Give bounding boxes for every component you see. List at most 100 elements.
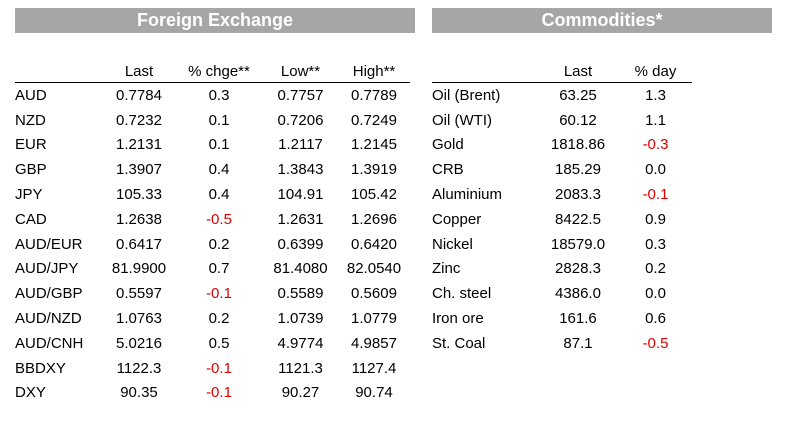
- fx-high-cell: 0.6420: [351, 235, 397, 253]
- fx-last-cell: 105.33: [116, 186, 162, 204]
- commodities-last-cell: 2828.3: [555, 260, 601, 278]
- commodities-chg-cell: 0.9: [645, 210, 666, 228]
- fx-last-cell: 0.5597: [116, 285, 162, 303]
- commodities-name-cell: Zinc: [432, 260, 461, 278]
- table-row: Ch. steel 4386.0 0.0: [432, 281, 692, 306]
- fx-low-cell: 1.2631: [277, 210, 324, 228]
- fx-low-cell: 1.3843: [277, 161, 324, 179]
- fx-chg-cell: 0.4: [208, 186, 230, 204]
- fx-name-cell: BBDXY: [15, 359, 66, 377]
- table-row: BBDXY 1122.3 -0.1 1121.3 1127.4: [15, 356, 410, 381]
- table-row: Oil (WTI) 60.12 1.1: [432, 108, 692, 133]
- fx-name-cell: JPY: [15, 186, 43, 204]
- commodities-chg-cell: -0.3: [642, 136, 669, 154]
- fx-high-cell: 4.9857: [351, 334, 397, 352]
- table-row: Zinc 2828.3 0.2: [432, 257, 692, 282]
- fx-chg-cell: 0.2: [208, 310, 230, 328]
- commodities-name-cell: Oil (WTI): [432, 111, 492, 129]
- fx-last-cell: 1.2131: [116, 136, 162, 154]
- table-row: JPY 105.33 0.4 104.91 105.42: [15, 182, 410, 207]
- commodities-name-cell: Ch. steel: [432, 285, 492, 303]
- commodities-last-cell: 18579.0: [550, 235, 606, 253]
- table-row: EUR 1.2131 0.1 1.2117 1.2145: [15, 133, 410, 158]
- table-row: St. Coal 87.1 -0.5: [432, 331, 692, 356]
- fx-high-cell: 1.0779: [351, 310, 397, 328]
- fx-low-cell: 0.5589: [277, 285, 324, 303]
- fx-name-cell: AUD/JPY: [15, 260, 79, 278]
- fx-high-cell: 0.7789: [351, 86, 397, 104]
- fx-last-cell: 1.3907: [116, 161, 162, 179]
- fx-high-cell: 0.7249: [351, 111, 397, 129]
- commodities-chg-cell: 0.2: [645, 260, 666, 278]
- commodities-chg-cell: 0.3: [645, 235, 666, 253]
- commodities-name-cell: Gold: [432, 136, 464, 154]
- commodities-chg-cell: 1.1: [645, 111, 666, 129]
- commodities-last-cell: 63.25: [559, 86, 597, 104]
- commodities-chg-cell: 0.0: [645, 161, 666, 179]
- table-row: Gold 1818.86 -0.3: [432, 133, 692, 158]
- fx-name-cell: AUD/GBP: [15, 285, 83, 303]
- fx-chg-cell: -0.1: [206, 285, 232, 303]
- fx-low-cell: 4.9774: [277, 334, 324, 352]
- fx-chg-cell: 0.2: [208, 235, 230, 253]
- table-row: AUD 0.7784 0.3 0.7757 0.7789: [15, 83, 410, 108]
- commodities-panel-title: Commodities*: [432, 8, 772, 33]
- fx-header-chg: % chge**: [175, 58, 263, 83]
- table-row: CAD 1.2638 -0.5 1.2631 1.2696: [15, 207, 410, 232]
- fx-last-cell: 0.7232: [116, 111, 162, 129]
- commodities-chg-cell: 0.0: [645, 285, 666, 303]
- fx-low-cell: 0.7757: [277, 86, 324, 104]
- commodities-last-cell: 161.6: [559, 310, 597, 328]
- commodities-last-cell: 8422.5: [555, 210, 601, 228]
- fx-high-cell: 1127.4: [351, 359, 397, 377]
- commodities-last-cell: 4386.0: [555, 285, 601, 303]
- fx-low-cell: 1.0739: [277, 310, 324, 328]
- fx-last-cell: 0.7784: [116, 86, 162, 104]
- fx-header-row: Last % chge** Low** High**: [15, 58, 410, 83]
- fx-low-cell: 90.27: [281, 384, 320, 402]
- table-row: CRB 185.29 0.0: [432, 157, 692, 182]
- table-row: AUD/EUR 0.6417 0.2 0.6399 0.6420: [15, 232, 410, 257]
- fx-last-cell: 81.9900: [111, 260, 167, 278]
- fx-header-low: Low**: [263, 58, 338, 83]
- fx-chg-cell: 0.5: [208, 334, 230, 352]
- commodities-last-cell: 60.12: [559, 111, 597, 129]
- table-row: DXY 90.35 -0.1 90.27 90.74: [15, 381, 410, 406]
- commodities-chg-cell: -0.1: [642, 186, 669, 204]
- fx-chg-cell: 0.7: [208, 260, 230, 278]
- fx-name-cell: AUD: [15, 86, 47, 104]
- fx-low-cell: 104.91: [277, 186, 324, 204]
- commodities-table: Last % day Oil (Brent) 63.25 1.3 Oil (WTI) 6…: [432, 58, 692, 356]
- fx-header-name: [15, 58, 103, 83]
- fx-low-cell: 0.7206: [277, 111, 324, 129]
- table-row: Aluminium 2083.3 -0.1: [432, 182, 692, 207]
- fx-low-cell: 1121.3: [278, 359, 323, 377]
- commodities-name-cell: Aluminium: [432, 186, 503, 204]
- fx-name-cell: AUD/EUR: [15, 235, 83, 253]
- table-row: Nickel 18579.0 0.3: [432, 232, 692, 257]
- table-row: GBP 1.3907 0.4 1.3843 1.3919: [15, 157, 410, 182]
- commodities-last-cell: 185.29: [555, 161, 601, 179]
- fx-last-cell: 1.0763: [116, 310, 162, 328]
- fx-last-cell: 0.6417: [116, 235, 162, 253]
- fx-low-cell: 1.2117: [278, 136, 323, 154]
- fx-header-high: High**: [338, 58, 410, 83]
- fx-last-cell: 1.2638: [116, 210, 162, 228]
- fx-high-cell: 90.74: [355, 384, 393, 402]
- table-row: AUD/NZD 1.0763 0.2 1.0739 1.0779: [15, 306, 410, 331]
- fx-low-cell: 81.4080: [273, 260, 328, 278]
- commodities-name-cell: Nickel: [432, 235, 473, 253]
- fx-name-cell: AUD/NZD: [15, 310, 82, 328]
- fx-chg-cell: 0.1: [208, 111, 230, 129]
- fx-chg-cell: -0.5: [206, 210, 232, 228]
- fx-last-cell: 5.0216: [116, 334, 162, 352]
- table-row: NZD 0.7232 0.1 0.7206 0.7249: [15, 108, 410, 133]
- table-row: AUD/CNH 5.0216 0.5 4.9774 4.9857: [15, 331, 410, 356]
- fx-high-cell: 0.5609: [351, 285, 397, 303]
- fx-header-last: Last: [103, 58, 175, 83]
- fx-name-cell: DXY: [15, 384, 46, 402]
- fx-chg-cell: 0.3: [208, 86, 230, 104]
- commodities-header-last: Last: [537, 58, 619, 83]
- fx-last-cell: 90.35: [120, 384, 158, 402]
- fx-last-cell: 1122.3: [116, 359, 162, 377]
